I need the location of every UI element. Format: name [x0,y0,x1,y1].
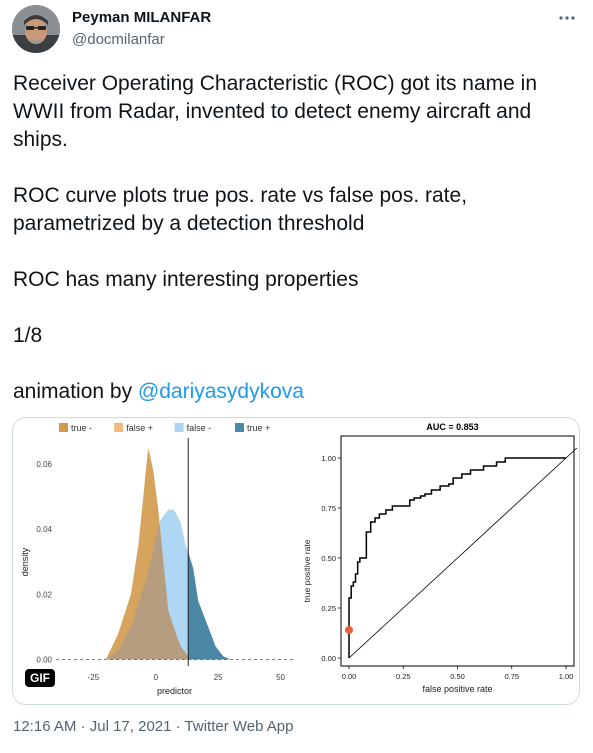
x-tick-label: 0 [154,673,159,682]
timestamp: 12:16 AM · Jul 17, 2021 · Twitter Web Ap… [13,718,293,735]
roc-animation-frame: -25 0 25 50 0.00 0.02 0.04 0.06 predictor densi… [13,418,579,704]
media-gif[interactable]: -25 0 25 50 0.00 0.02 0.04 0.06 predictor densi… [12,417,580,705]
threshold-marker [345,626,353,634]
author-name[interactable]: Peyman MILANFAR [72,9,212,26]
density-plot: -25 0 25 50 0.00 0.02 0.04 0.06 predictor densi… [20,423,293,696]
gif-badge: GIF [25,669,55,687]
legend: true - false + false - true + [59,423,270,433]
mention-link[interactable]: @dariyasydykova [137,380,304,403]
legend-label: false - [187,423,212,433]
y-tick-label: 0.00 [36,655,52,664]
x-tick-label: 0.00 [342,672,357,681]
area-overlap [105,523,189,660]
legend-swatch [235,423,244,432]
legend-label: false + [126,423,153,433]
author-handle[interactable]: @docmilanfar [72,31,165,48]
x-tick-label: 25 [214,673,223,682]
separator: · [171,718,185,735]
more-dots-icon[interactable] [557,8,577,33]
diagonal-line [348,447,578,659]
y-axis-label: density [20,547,30,576]
x-axis-label: predictor [157,686,192,696]
tweet-date[interactable]: Jul 17, 2021 [89,718,172,735]
y-tick-label: 0.75 [321,504,336,513]
avatar[interactable] [12,5,60,53]
tweet-paragraph-2: ROC curve plots true pos. rate vs false … [13,184,468,235]
chart-title: AUC = 0.853 [426,422,478,432]
attribution-prefix: animation by [13,380,138,403]
legend-label: true + [247,423,270,433]
legend-swatch [114,423,124,432]
separator: · [76,718,90,735]
y-tick-label: 0.50 [321,554,336,563]
x-tick-label: 50 [276,673,285,682]
tweet-source[interactable]: Twitter Web App [184,718,294,735]
roc-plot: 0.00 0.25 0.50 0.75 1.00 0.00 0.25 0.50 0.75 1.00… [302,422,578,694]
y-tick-label: 0.00 [321,654,336,663]
area-true-pos [188,552,231,660]
legend-label: true - [71,423,92,433]
x-tick-label: 0.25 [396,672,411,681]
x-tick-label: -25 [88,673,100,682]
x-tick-label: 0.75 [504,672,519,681]
tweet-paragraph-3: ROC has many interesting properties [13,268,359,291]
y-tick-label: 0.25 [321,604,336,613]
x-axis-label: false positive rate [422,684,492,694]
x-tick-label: 1.00 [559,672,574,681]
x-tick-label: 0.50 [450,672,465,681]
tweet-paragraph-5: animation by @dariyasydykova [13,378,583,406]
roc-curve [348,457,566,658]
y-tick-label: 0.02 [36,590,52,599]
y-tick-label: 0.06 [36,460,52,469]
tweet-text: Receiver Operating Characteristic (ROC) … [13,70,583,406]
tweet-paragraph-4: 1/8 [13,324,43,347]
legend-swatch [174,423,184,432]
legend-swatch [59,423,68,432]
avatar-image [12,5,60,53]
tweet-time[interactable]: 12:16 AM [13,718,77,735]
tweet-paragraph-1: Receiver Operating Characteristic (ROC) … [13,72,538,151]
y-tick-label: 1.00 [321,454,336,463]
y-tick-label: 0.04 [36,525,52,534]
y-axis-label: true positive rate [302,539,312,602]
